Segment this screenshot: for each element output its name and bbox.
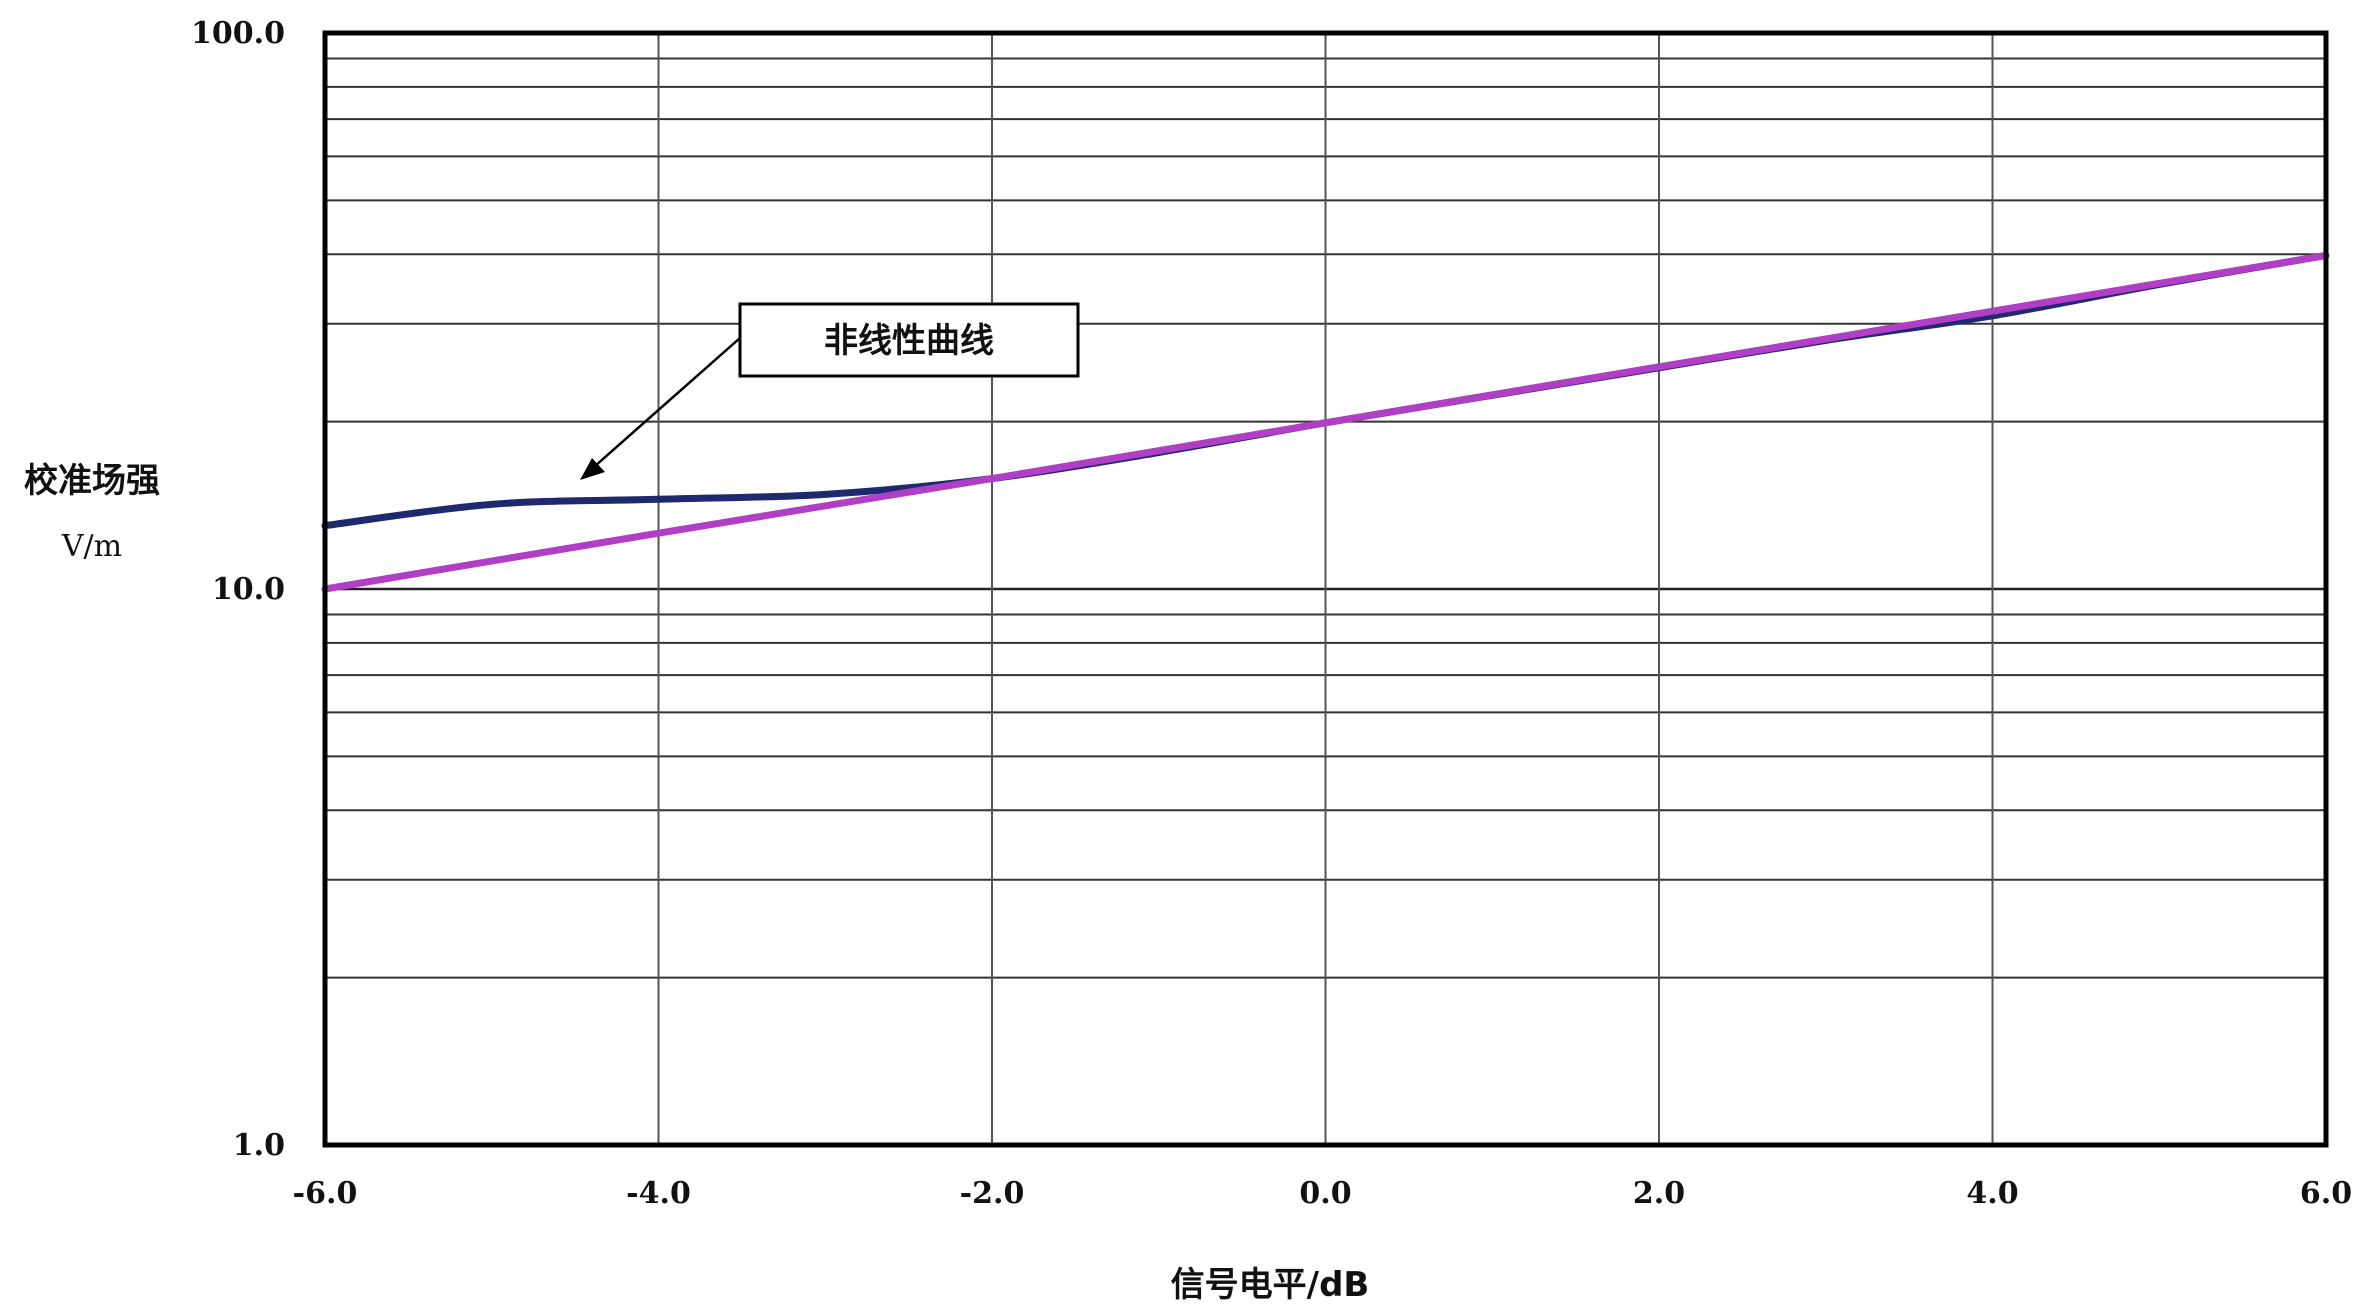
x-axis-title: 信号电平/dB (1171, 1265, 1370, 1305)
x-tick-label: 4.0 (1966, 1176, 2018, 1211)
plot-frame (322, 30, 2329, 1148)
x-tick-labels: -6.0 -4.0 -2.0 0.0 2.0 4.0 6.0 (293, 1176, 2352, 1211)
y-tick-label: 10.0 (212, 572, 285, 607)
annotation-arrow-line (585, 337, 741, 475)
annotation-box (738, 302, 1080, 378)
annotation-callout: 非线性曲线 (580, 302, 1080, 480)
y-tick-label: 100.0 (191, 16, 285, 51)
grid (324, 33, 2327, 1145)
y-tick-labels: 1.0 10.0 100.0 (191, 16, 285, 1163)
annotation-arrowhead (580, 458, 605, 480)
x-tick-label: -6.0 (293, 1176, 358, 1211)
x-tick-label: -2.0 (960, 1176, 1025, 1211)
series-line-linear (321, 251, 2330, 593)
plot-lines (321, 251, 2330, 593)
y-axis-unit: V/m (61, 529, 122, 564)
y-axis-title: 校准场强 (24, 461, 160, 501)
x-tick-label: 6.0 (2300, 1176, 2352, 1211)
x-tick-label: 0.0 (1299, 1176, 1351, 1211)
x-tick-label: 2.0 (1633, 1176, 1685, 1211)
y-tick-label: 1.0 (233, 1128, 285, 1163)
x-tick-label: -4.0 (626, 1176, 691, 1211)
annotation-label: 非线性曲线 (824, 321, 994, 361)
